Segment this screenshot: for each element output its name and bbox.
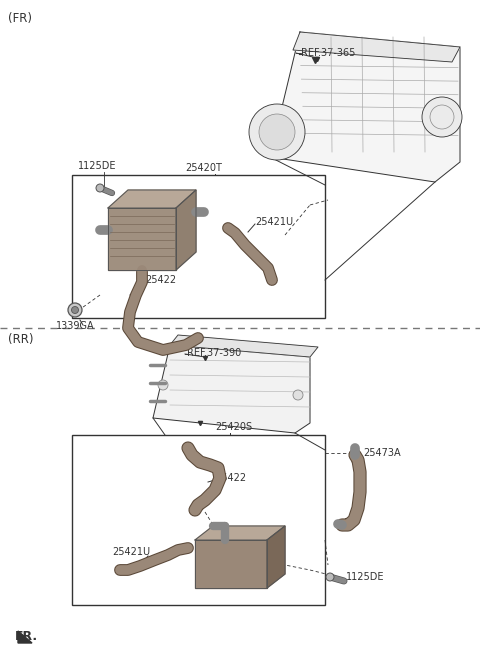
Bar: [72, 175, 325, 318]
Polygon shape: [267, 526, 285, 588]
Polygon shape: [270, 32, 460, 182]
Circle shape: [326, 573, 334, 581]
Text: REF.37-365: REF.37-365: [301, 48, 355, 58]
Text: (FR): (FR): [8, 12, 32, 25]
Text: FR.: FR.: [15, 630, 38, 643]
Polygon shape: [170, 335, 318, 357]
Text: 25420T: 25420T: [185, 163, 222, 173]
Polygon shape: [153, 345, 310, 433]
Text: (RR): (RR): [8, 333, 34, 346]
Bar: [72, 435, 325, 605]
Text: 1125DE: 1125DE: [78, 161, 117, 171]
Circle shape: [249, 104, 305, 160]
Polygon shape: [108, 190, 196, 208]
Circle shape: [158, 380, 168, 390]
Text: 25421U: 25421U: [255, 217, 293, 227]
Polygon shape: [195, 540, 267, 588]
Polygon shape: [176, 190, 196, 270]
Text: 25421U: 25421U: [112, 547, 150, 557]
Text: 25422: 25422: [215, 473, 246, 483]
Circle shape: [293, 390, 303, 400]
Circle shape: [68, 303, 82, 317]
Text: 25422: 25422: [145, 275, 176, 285]
Text: 25473A: 25473A: [363, 448, 401, 458]
Text: REF.37-390: REF.37-390: [187, 348, 241, 358]
Text: 25420S: 25420S: [215, 422, 252, 432]
Circle shape: [259, 114, 295, 150]
Polygon shape: [108, 208, 176, 270]
Text: 1339GA: 1339GA: [56, 321, 95, 331]
Polygon shape: [18, 631, 32, 643]
Text: 1125DE: 1125DE: [346, 572, 384, 582]
Circle shape: [96, 184, 104, 192]
Circle shape: [72, 307, 79, 313]
Polygon shape: [195, 526, 285, 540]
Circle shape: [422, 97, 462, 137]
Polygon shape: [293, 32, 460, 62]
